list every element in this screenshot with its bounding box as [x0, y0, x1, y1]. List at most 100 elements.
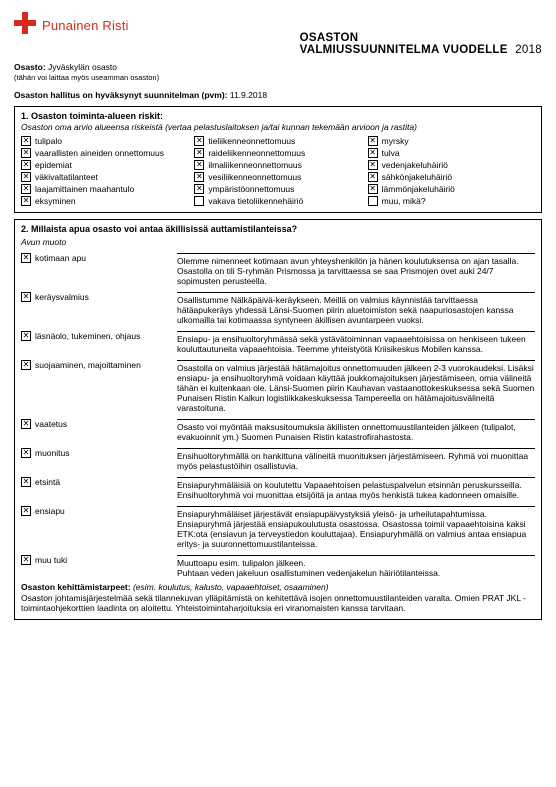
risk-label: tulipalo: [35, 136, 62, 146]
help-row: etsintä Ensiapuryhmäläisiä on koulutettu …: [21, 477, 535, 500]
checkbox-icon[interactable]: [21, 253, 31, 263]
checkbox-icon[interactable]: [21, 184, 31, 194]
help-description: Osallistumme Nälkäpäivä-keräykseen. Meil…: [177, 292, 535, 325]
dept-value: Jyväskylän osasto: [48, 62, 117, 72]
approved-label: Osaston hallitus on hyväksynyt suunnitel…: [14, 90, 227, 100]
risk-label: vakava tietoliikennehäiriö: [208, 196, 303, 206]
help-label: läsnäolo, tukeminen, ohjaus: [35, 331, 140, 341]
checkbox-icon[interactable]: [194, 196, 204, 206]
checkbox-icon[interactable]: [368, 136, 378, 146]
risk-label: sähkönjakeluhäiriö: [382, 172, 452, 182]
red-cross-icon: [14, 12, 36, 34]
help-description: Ensiapu- ja ensihuoltoryhmässä sekä ystä…: [177, 331, 535, 354]
help-label: etsintä: [35, 477, 60, 487]
help-description: Ensihuoltoryhmällä on hankittuna välinei…: [177, 448, 535, 471]
risk-label: tieliikenneonnettomuus: [208, 136, 295, 146]
risk-item: tulva: [368, 148, 535, 158]
checkbox-icon[interactable]: [368, 184, 378, 194]
risk-label: myrsky: [382, 136, 409, 146]
checkbox-icon[interactable]: [194, 148, 204, 158]
risk-label: ympäristöonnettomuus: [208, 184, 294, 194]
help-description: Ensiapuryhmäläiset järjestävät ensiapupä…: [177, 506, 535, 549]
checkbox-icon[interactable]: [21, 477, 31, 487]
risk-label: laajamittainen maahantulo: [35, 184, 134, 194]
risk-item: väkivaltatilanteet: [21, 172, 188, 182]
checkbox-icon[interactable]: [21, 506, 31, 516]
help-label: muu tuki: [35, 555, 67, 565]
help-description: Osastolla on valmius järjestää hätämajoi…: [177, 360, 535, 413]
checkbox-icon[interactable]: [21, 160, 31, 170]
help-label: suojaaminen, majoittaminen: [35, 360, 141, 370]
help-label: kotimaan apu: [35, 253, 86, 263]
risk-item: tulipalo: [21, 136, 188, 146]
risk-item: eksyminen: [21, 196, 188, 206]
help-group-label: Avun muoto: [21, 237, 535, 247]
checkbox-icon[interactable]: [21, 136, 31, 146]
title-line2: VALMIUSSUUNNITELMA VUODELLE: [300, 44, 508, 56]
checkbox-icon[interactable]: [368, 148, 378, 158]
dev-title: Osaston kehittämistarpeet:: [21, 582, 131, 592]
risk-item: vakava tietoliikennehäiriö: [194, 196, 361, 206]
help-row: ensiapu Ensiapuryhmäläiset järjestävät en…: [21, 506, 535, 549]
checkbox-icon[interactable]: [21, 331, 31, 341]
risk-item: tieliikenneonnettomuus: [194, 136, 361, 146]
risk-item: vaarallisten aineiden onnettomuus: [21, 148, 188, 158]
risk-item: sähkönjakeluhäiriö: [368, 172, 535, 182]
risk-label: vesiliikenneonnettomuus: [208, 172, 301, 182]
help-row: kotimaan apu Olemme nimenneet kotimaan av…: [21, 253, 535, 286]
checkbox-icon[interactable]: [194, 136, 204, 146]
checkbox-icon[interactable]: [21, 555, 31, 565]
risk-label: raideliikenneonnettomuus: [208, 148, 305, 158]
checkbox-icon[interactable]: [368, 160, 378, 170]
checkbox-icon[interactable]: [21, 292, 31, 302]
risk-label: lämmönjakeluhäiriö: [382, 184, 455, 194]
section1-title: 1. Osaston toiminta-alueen riskit:: [21, 111, 535, 121]
checkbox-icon[interactable]: [21, 448, 31, 458]
help-row: muu tukiMuuttoapu esim. tulipalon jälkee…: [21, 555, 535, 578]
checkbox-icon[interactable]: [194, 184, 204, 194]
section-help: 2. Millaista apua osasto voi antaa äkill…: [14, 219, 542, 620]
dept-note: (tähän voi laittaa myös useamman osaston…: [14, 73, 542, 82]
risk-label: muu, mikä?: [382, 196, 426, 206]
checkbox-icon[interactable]: [368, 196, 378, 206]
approved-value: 11.9.2018: [230, 90, 267, 100]
dev-hint: (esim. koulutus, kalusto, vapaaehtoiset,…: [133, 582, 329, 592]
brand-name: Punainen Risti: [42, 18, 129, 33]
risk-item: myrsky: [368, 136, 535, 146]
title-line1: OSASTON: [300, 32, 542, 44]
risk-label: vaarallisten aineiden onnettomuus: [35, 148, 164, 158]
checkbox-icon[interactable]: [194, 160, 204, 170]
checkbox-icon[interactable]: [21, 148, 31, 158]
help-row: muonitusEnsihuoltoryhmällä on hankittuna…: [21, 448, 535, 471]
checkbox-icon[interactable]: [21, 172, 31, 182]
risk-item: raideliikenneonnettomuus: [194, 148, 361, 158]
title-year: 2018: [515, 44, 542, 56]
help-description: Olemme nimenneet kotimaan avun yhteyshen…: [177, 253, 535, 286]
help-row: vaatetusOsasto voi myöntää maksusitoumuk…: [21, 419, 535, 442]
help-label: ensiapu: [35, 506, 65, 516]
risk-label: ilmaliikenneonnettomuus: [208, 160, 302, 170]
dept-label: Osasto:: [14, 62, 46, 72]
risk-label: eksyminen: [35, 196, 76, 206]
checkbox-icon[interactable]: [194, 172, 204, 182]
risk-item: lämmönjakeluhäiriö: [368, 184, 535, 194]
risk-label: väkivaltatilanteet: [35, 172, 98, 182]
help-row: suojaaminen, majoittaminen Osastolla on v…: [21, 360, 535, 413]
risk-label: vedenjakeluhäiriö: [382, 160, 448, 170]
checkbox-icon[interactable]: [21, 360, 31, 370]
risk-label: tulva: [382, 148, 400, 158]
help-description: Ensiapuryhmäläisiä on koulutettu Vapaaeh…: [177, 477, 535, 500]
risk-item: laajamittainen maahantulo: [21, 184, 188, 194]
dev-text: Osaston johtamisjärjestelmää sekä tilann…: [21, 593, 535, 613]
risk-item: ympäristöonnettomuus: [194, 184, 361, 194]
logo-mark: [14, 12, 36, 34]
help-label: vaatetus: [35, 419, 67, 429]
risk-item: ilmaliikenneonnettomuus: [194, 160, 361, 170]
section2-title: 2. Millaista apua osasto voi antaa äkill…: [21, 224, 535, 234]
risk-label: epidemiat: [35, 160, 72, 170]
checkbox-icon[interactable]: [21, 196, 31, 206]
checkbox-icon[interactable]: [21, 419, 31, 429]
help-row: keräysvalmiusOsallistumme Nälkäpäivä-ker…: [21, 292, 535, 325]
section-risks: 1. Osaston toiminta-alueen riskit: Osast…: [14, 106, 542, 213]
checkbox-icon[interactable]: [368, 172, 378, 182]
